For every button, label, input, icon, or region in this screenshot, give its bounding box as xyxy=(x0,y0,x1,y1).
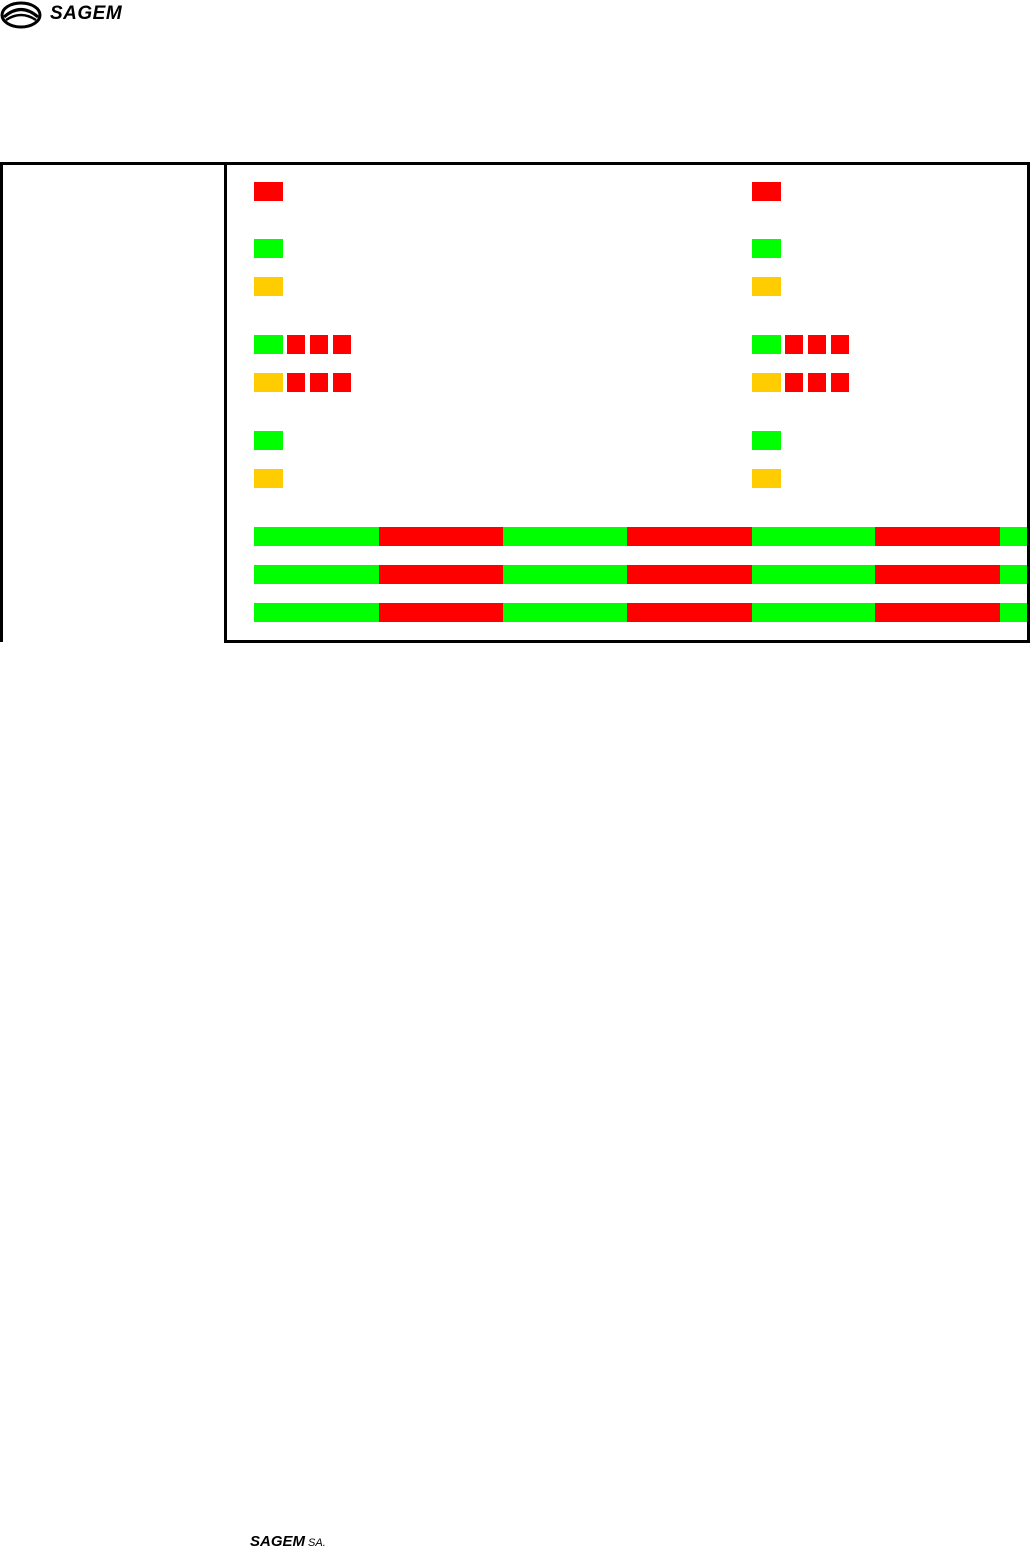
led-red-left xyxy=(287,335,305,354)
blink-bar-segment-green xyxy=(752,565,875,584)
table-top-border xyxy=(0,162,1030,165)
blink-bar-segment-green xyxy=(1000,565,1027,584)
led-red-left xyxy=(310,335,328,354)
footer-brand-suffix: SA. xyxy=(308,1537,326,1549)
table-column-divider xyxy=(224,162,227,643)
led-green-right xyxy=(752,431,781,450)
blink-bar-segment-red xyxy=(875,603,1000,622)
led-green-left xyxy=(254,335,283,354)
blink-bar-segment-red xyxy=(627,527,752,546)
led-red-right xyxy=(808,373,826,392)
blink-bar-segment-red xyxy=(379,603,503,622)
blink-bar-segment-green xyxy=(503,565,627,584)
table-right-border xyxy=(1027,162,1030,643)
blink-bar-segment-green xyxy=(1000,603,1027,622)
led-amber-left xyxy=(254,277,283,296)
blink-bar-segment-green xyxy=(503,603,627,622)
led-red-right xyxy=(808,335,826,354)
led-red-left xyxy=(254,182,283,201)
led-green-left xyxy=(254,239,283,258)
led-red-right xyxy=(752,182,781,201)
led-amber-right xyxy=(752,277,781,296)
blink-bar-segment-green xyxy=(752,527,875,546)
table-bottom-border xyxy=(224,640,1030,643)
led-red-right xyxy=(785,335,803,354)
led-red-right xyxy=(785,373,803,392)
blink-bar-segment-red xyxy=(875,565,1000,584)
led-amber-right xyxy=(752,469,781,488)
sagem-eye-logo-icon xyxy=(0,1,42,29)
blink-bar-segment-green xyxy=(254,603,379,622)
led-green-left xyxy=(254,431,283,450)
led-red-left xyxy=(333,335,351,354)
led-green-right xyxy=(752,239,781,258)
blink-bar-segment-red xyxy=(627,603,752,622)
blink-bar-segment-red xyxy=(379,565,503,584)
blink-bar-segment-green xyxy=(1000,527,1027,546)
blink-bar-segment-red xyxy=(875,527,1000,546)
blink-bar-segment-green xyxy=(503,527,627,546)
led-amber-left xyxy=(254,469,283,488)
blink-bar-segment-green xyxy=(752,603,875,622)
blink-bar-segment-red xyxy=(627,565,752,584)
led-red-left xyxy=(287,373,305,392)
led-amber-right xyxy=(752,373,781,392)
footer-brand: SAGEM SA. xyxy=(250,1533,326,1550)
led-red-right xyxy=(831,373,849,392)
blink-bar-segment-green xyxy=(254,565,379,584)
table-left-border xyxy=(0,162,3,642)
led-red-left xyxy=(333,373,351,392)
led-red-right xyxy=(831,335,849,354)
logo-text: SAGEM xyxy=(50,3,123,24)
led-green-right xyxy=(752,335,781,354)
footer-brand-name: SAGEM xyxy=(250,1533,306,1550)
blink-bar-segment-red xyxy=(379,527,503,546)
led-red-left xyxy=(310,373,328,392)
led-amber-left xyxy=(254,373,283,392)
blink-bar-segment-green xyxy=(254,527,379,546)
